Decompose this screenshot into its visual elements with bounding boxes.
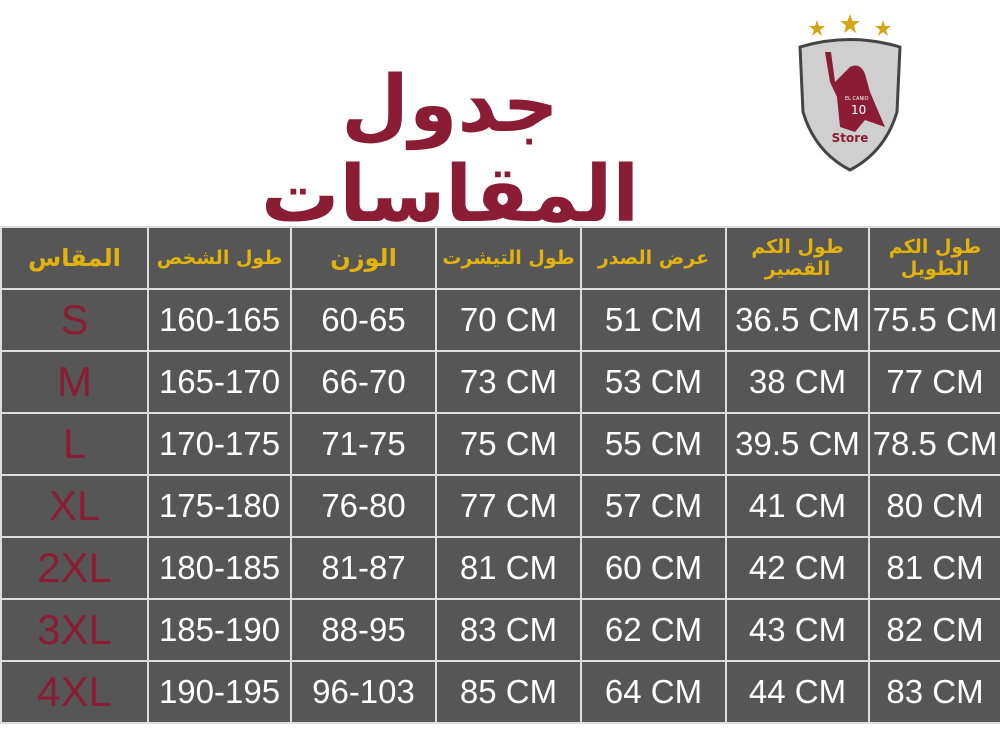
value-cell: 165-170 — [147, 350, 292, 414]
value-cell: 51 CM — [580, 288, 727, 352]
value-cell: 170-175 — [147, 412, 292, 476]
value-cell: 185-190 — [147, 598, 292, 662]
size-table: المقاس طول الشخص الوزن طول التيشرت عرض ا… — [0, 226, 1000, 724]
size-cell: M — [0, 350, 149, 414]
value-cell: 83 CM — [435, 598, 582, 662]
value-cell: 57 CM — [580, 474, 727, 538]
header-short-sleeve: طول الكم القصير — [725, 226, 870, 290]
size-cell: 3XL — [0, 598, 149, 662]
value-cell: 78.5 CM — [868, 412, 1000, 476]
header-size: المقاس — [0, 226, 149, 290]
value-cell: 39.5 CM — [725, 412, 870, 476]
value-cell: 41 CM — [725, 474, 870, 538]
svg-text:Store: Store — [832, 131, 869, 145]
svg-text:10: 10 — [851, 103, 866, 117]
table-row: 3XL 185-190 88-95 83 CM 62 CM 43 CM 82 CM — [0, 598, 1000, 662]
size-cell: 2XL — [0, 536, 149, 600]
value-cell: 70 CM — [435, 288, 582, 352]
value-cell: 160-165 — [147, 288, 292, 352]
value-cell: 76-80 — [290, 474, 437, 538]
header-chest-width: عرض الصدر — [580, 226, 727, 290]
value-cell: 62 CM — [580, 598, 727, 662]
value-cell: 64 CM — [580, 660, 727, 724]
table-row: M 165-170 66-70 73 CM 53 CM 38 CM 77 CM — [0, 350, 1000, 414]
value-cell: 175-180 — [147, 474, 292, 538]
header-row: المقاس طول الشخص الوزن طول التيشرت عرض ا… — [0, 226, 1000, 290]
value-cell: 82 CM — [868, 598, 1000, 662]
table-row: 4XL 190-195 96-103 85 CM 64 CM 44 CM 83 CM — [0, 660, 1000, 724]
value-cell: 80 CM — [868, 474, 1000, 538]
header-shirt-length: طول التيشرت — [435, 226, 582, 290]
value-cell: 43 CM — [725, 598, 870, 662]
value-cell: 81 CM — [435, 536, 582, 600]
table-row: L 170-175 71-75 75 CM 55 CM 39.5 CM 78.5 CM — [0, 412, 1000, 476]
value-cell: 38 CM — [725, 350, 870, 414]
table-row: S 160-165 60-65 70 CM 51 CM 36.5 CM 75.5 CM — [0, 288, 1000, 352]
value-cell: 81-87 — [290, 536, 437, 600]
value-cell: 77 CM — [435, 474, 582, 538]
table-row: 2XL 180-185 81-87 81 CM 60 CM 42 CM 81 CM — [0, 536, 1000, 600]
value-cell: 53 CM — [580, 350, 727, 414]
size-cell: XL — [0, 474, 149, 538]
value-cell: 88-95 — [290, 598, 437, 662]
value-cell: 36.5 CM — [725, 288, 870, 352]
value-cell: 77 CM — [868, 350, 1000, 414]
value-cell: 66-70 — [290, 350, 437, 414]
value-cell: 60-65 — [290, 288, 437, 352]
value-cell: 96-103 — [290, 660, 437, 724]
size-cell: 4XL — [0, 660, 149, 724]
value-cell: 60 CM — [580, 536, 727, 600]
value-cell: 81 CM — [868, 536, 1000, 600]
value-cell: 55 CM — [580, 412, 727, 476]
header-long-sleeve: طول الكم الطويل — [868, 226, 1000, 290]
value-cell: 73 CM — [435, 350, 582, 414]
header-height: طول الشخص — [147, 226, 292, 290]
header-weight: الوزن — [290, 226, 437, 290]
value-cell: 75 CM — [435, 412, 582, 476]
value-cell: 71-75 — [290, 412, 437, 476]
table-row: XL 175-180 76-80 77 CM 57 CM 41 CM 80 CM — [0, 474, 1000, 538]
stars-icon — [809, 14, 891, 36]
svg-text:EL CANIO: EL CANIO — [845, 96, 869, 102]
value-cell: 83 CM — [868, 660, 1000, 724]
value-cell: 180-185 — [147, 536, 292, 600]
value-cell: 44 CM — [725, 660, 870, 724]
value-cell: 42 CM — [725, 536, 870, 600]
page-title: جدول المقاسات — [260, 60, 640, 240]
value-cell: 85 CM — [435, 660, 582, 724]
size-cell: L — [0, 412, 149, 476]
size-cell: S — [0, 288, 149, 352]
value-cell: 75.5 CM — [868, 288, 1000, 352]
value-cell: 190-195 — [147, 660, 292, 724]
store-logo: EL CANIO 10 Store — [798, 14, 902, 172]
